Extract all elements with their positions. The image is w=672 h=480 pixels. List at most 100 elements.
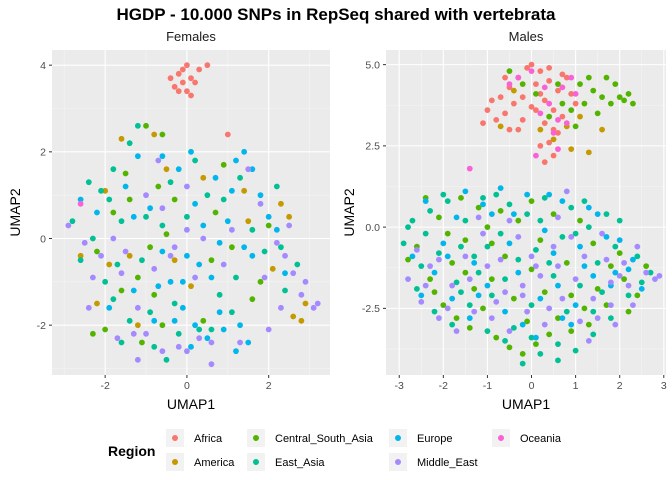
point-central-south-asia	[453, 315, 460, 322]
point-middle-east	[453, 328, 460, 335]
point-east-asia	[278, 244, 284, 251]
point-east-asia	[126, 140, 133, 147]
point-africa	[224, 131, 231, 138]
point-east-asia	[134, 122, 141, 129]
point-east-asia	[110, 296, 117, 303]
point-europe	[257, 192, 264, 199]
point-middle-east	[568, 233, 575, 240]
legend-item-middle-east: Middle_East	[389, 453, 478, 471]
point-east-asia	[524, 211, 531, 218]
point-central-south-asia	[572, 123, 579, 130]
point-oceania	[77, 200, 84, 207]
point-central-south-asia	[577, 217, 583, 224]
point-america	[188, 283, 194, 290]
point-east-asia	[118, 218, 125, 225]
point-east-asia	[228, 309, 235, 316]
legend-key-east-asia	[253, 459, 259, 465]
point-east-asia	[114, 261, 121, 268]
panel-females: Females -2 0 2 -2 0 2 4 UMAP1 UMAP2	[7, 29, 330, 412]
point-east-asia	[106, 196, 113, 203]
point-east-asia	[555, 341, 561, 348]
legend-label-africa: Africa	[194, 433, 223, 445]
point-africa	[184, 62, 190, 69]
point-middle-east	[590, 295, 597, 302]
point-central-south-asia	[607, 100, 614, 107]
point-africa	[502, 110, 508, 117]
point-africa	[171, 83, 178, 90]
point-europe	[216, 239, 223, 246]
point-america	[134, 322, 141, 329]
point-east-asia	[208, 326, 215, 333]
point-europe	[159, 153, 166, 160]
point-central-south-asia	[151, 291, 158, 298]
point-east-asia	[159, 222, 166, 229]
point-middle-east	[559, 295, 566, 302]
point-central-south-asia	[607, 263, 614, 270]
point-east-asia	[175, 330, 182, 337]
point-africa	[559, 71, 566, 78]
point-central-south-asia	[118, 287, 125, 294]
point-east-asia	[568, 204, 575, 211]
point-middle-east	[130, 330, 137, 337]
point-middle-east	[65, 222, 72, 229]
point-europe	[444, 253, 451, 260]
point-middle-east	[515, 233, 522, 240]
point-central-south-asia	[502, 253, 508, 260]
point-middle-east	[594, 315, 601, 322]
point-central-south-asia	[568, 107, 575, 114]
point-central-south-asia	[621, 276, 628, 283]
point-middle-east	[196, 335, 203, 342]
point-europe	[134, 153, 141, 160]
point-central-south-asia	[171, 196, 178, 203]
point-east-asia	[634, 253, 641, 260]
point-central-south-asia	[599, 94, 605, 101]
point-east-asia	[237, 174, 243, 181]
point-africa	[541, 97, 548, 104]
point-central-south-asia	[440, 302, 447, 309]
point-africa	[488, 97, 495, 104]
point-europe	[204, 335, 211, 342]
point-east-asia	[261, 248, 268, 255]
point-america	[118, 135, 125, 142]
point-america	[497, 123, 504, 130]
point-africa	[196, 66, 203, 73]
point-middle-east	[220, 261, 227, 268]
point-europe	[249, 166, 256, 173]
point-europe	[409, 253, 416, 260]
legend-key-africa	[172, 435, 178, 441]
legend-label-central-south-asia: Central_South_Asia	[275, 433, 374, 445]
point-central-south-asia	[143, 122, 149, 129]
point-middle-east	[555, 263, 561, 270]
point-oceania	[568, 74, 575, 81]
point-africa	[555, 87, 561, 94]
point-europe	[577, 243, 583, 250]
point-america	[241, 187, 248, 194]
point-east-asia	[77, 257, 84, 264]
point-east-asia	[519, 360, 526, 367]
point-middle-east	[436, 315, 442, 322]
point-middle-east	[286, 222, 293, 229]
point-east-asia	[502, 337, 508, 344]
point-middle-east	[122, 248, 129, 255]
point-america	[269, 265, 276, 272]
point-america	[278, 200, 284, 207]
point-central-south-asia	[431, 289, 438, 296]
point-middle-east	[493, 298, 500, 305]
point-europe	[241, 148, 248, 155]
point-middle-east	[159, 205, 166, 212]
point-europe	[233, 157, 239, 164]
point-central-south-asia	[102, 326, 109, 333]
point-central-south-asia	[528, 198, 535, 205]
point-east-asia	[192, 157, 198, 164]
point-europe	[171, 317, 178, 324]
point-east-asia	[559, 233, 566, 240]
point-central-south-asia	[147, 244, 154, 251]
point-africa	[184, 88, 190, 95]
point-east-asia	[453, 279, 460, 286]
point-oceania	[533, 152, 539, 159]
legend-label-middle-east: Middle_East	[417, 457, 478, 469]
point-east-asia	[282, 287, 288, 294]
point-america	[585, 149, 592, 156]
point-east-asia	[139, 257, 145, 264]
point-east-asia	[537, 350, 544, 357]
